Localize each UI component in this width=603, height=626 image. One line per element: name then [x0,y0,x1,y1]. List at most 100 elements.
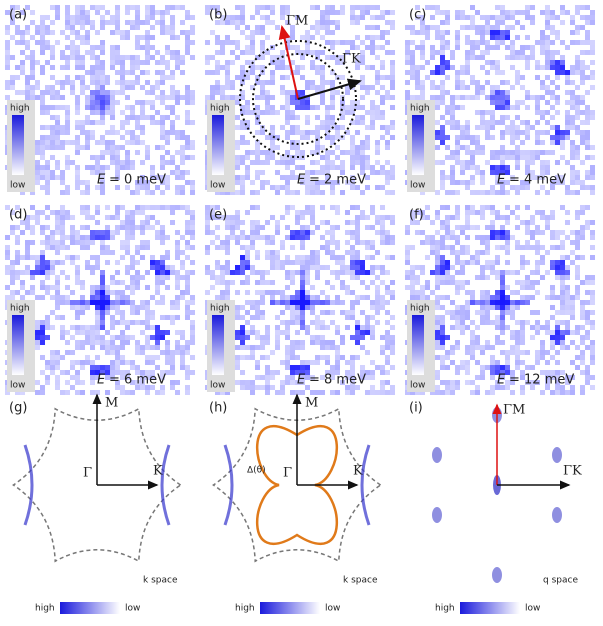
pixel [485,80,490,85]
pixel [475,310,480,315]
pixel [245,320,250,325]
pixel [190,220,195,225]
pixel [355,120,360,125]
pixel [435,275,440,280]
pixel [560,345,565,350]
pixel [460,10,465,15]
pixel [455,345,460,350]
pixel [50,30,55,35]
pixel [190,90,195,95]
pixel [5,30,10,35]
pixel [165,255,170,260]
pixel [135,10,140,15]
pixel [140,220,145,225]
pixel [160,160,165,165]
pixel [120,60,125,65]
pixel [185,255,190,260]
pixel [15,225,20,230]
pixel [480,65,485,70]
pixel [20,60,25,65]
pixel [360,95,365,100]
pixel [590,70,595,75]
pixel [590,50,595,55]
pixel [490,305,495,310]
pixel [285,105,290,110]
pixel [300,255,305,260]
pixel [435,325,440,330]
pixel [560,205,565,210]
pixel [255,365,260,370]
pixel [565,130,570,135]
pixel [495,360,500,365]
pixel [110,345,115,350]
pixel [125,270,130,275]
pixel [525,150,530,155]
pixel [65,140,70,145]
pixel [285,270,290,275]
pixel [155,335,160,340]
pixel [165,10,170,15]
pixel [585,290,590,295]
pixel [470,320,475,325]
pixel [55,290,60,295]
pixel [465,60,470,65]
pixel [145,315,150,320]
pixel [185,145,190,150]
pixel [215,65,220,70]
pixel [350,390,355,395]
pixel [40,210,45,215]
pixel [205,290,210,295]
pixel [445,235,450,240]
pixel [230,50,235,55]
pixel [575,290,580,295]
pixel [165,130,170,135]
pixel [455,40,460,45]
pixel [545,55,550,60]
pixel [300,390,305,395]
pixel [450,180,455,185]
pixel [530,325,535,330]
pixel [360,5,365,10]
pixel [300,210,305,215]
pixel [450,300,455,305]
pixel [585,65,590,70]
pixel [235,145,240,150]
pixel [535,230,540,235]
pixel [40,230,45,235]
pixel [585,170,590,175]
pixel [540,95,545,100]
pixel [95,255,100,260]
pixel [135,340,140,345]
pixel [155,70,160,75]
pixel [115,15,120,20]
pixel [10,295,15,300]
pixel [235,355,240,360]
pixel [185,210,190,215]
pixel [170,210,175,215]
pixel [470,210,475,215]
pixel [495,245,500,250]
pixel [495,365,500,370]
pixel [265,340,270,345]
pixel [390,280,395,285]
pixel [375,115,380,120]
pixel [410,40,415,45]
pixel [85,300,90,305]
pixel [210,275,215,280]
pixel [30,35,35,40]
pixel [305,290,310,295]
pixel [185,375,190,380]
pixel [100,190,105,195]
pixel [165,5,170,10]
pixel [365,320,370,325]
pixel [590,40,595,45]
pixel [500,350,505,355]
pixel [285,205,290,210]
pixel [365,240,370,245]
pixel [430,235,435,240]
q-spot [552,507,562,523]
pixel [270,95,275,100]
pixel [295,235,300,240]
pixel [505,295,510,300]
pixel [350,300,355,305]
